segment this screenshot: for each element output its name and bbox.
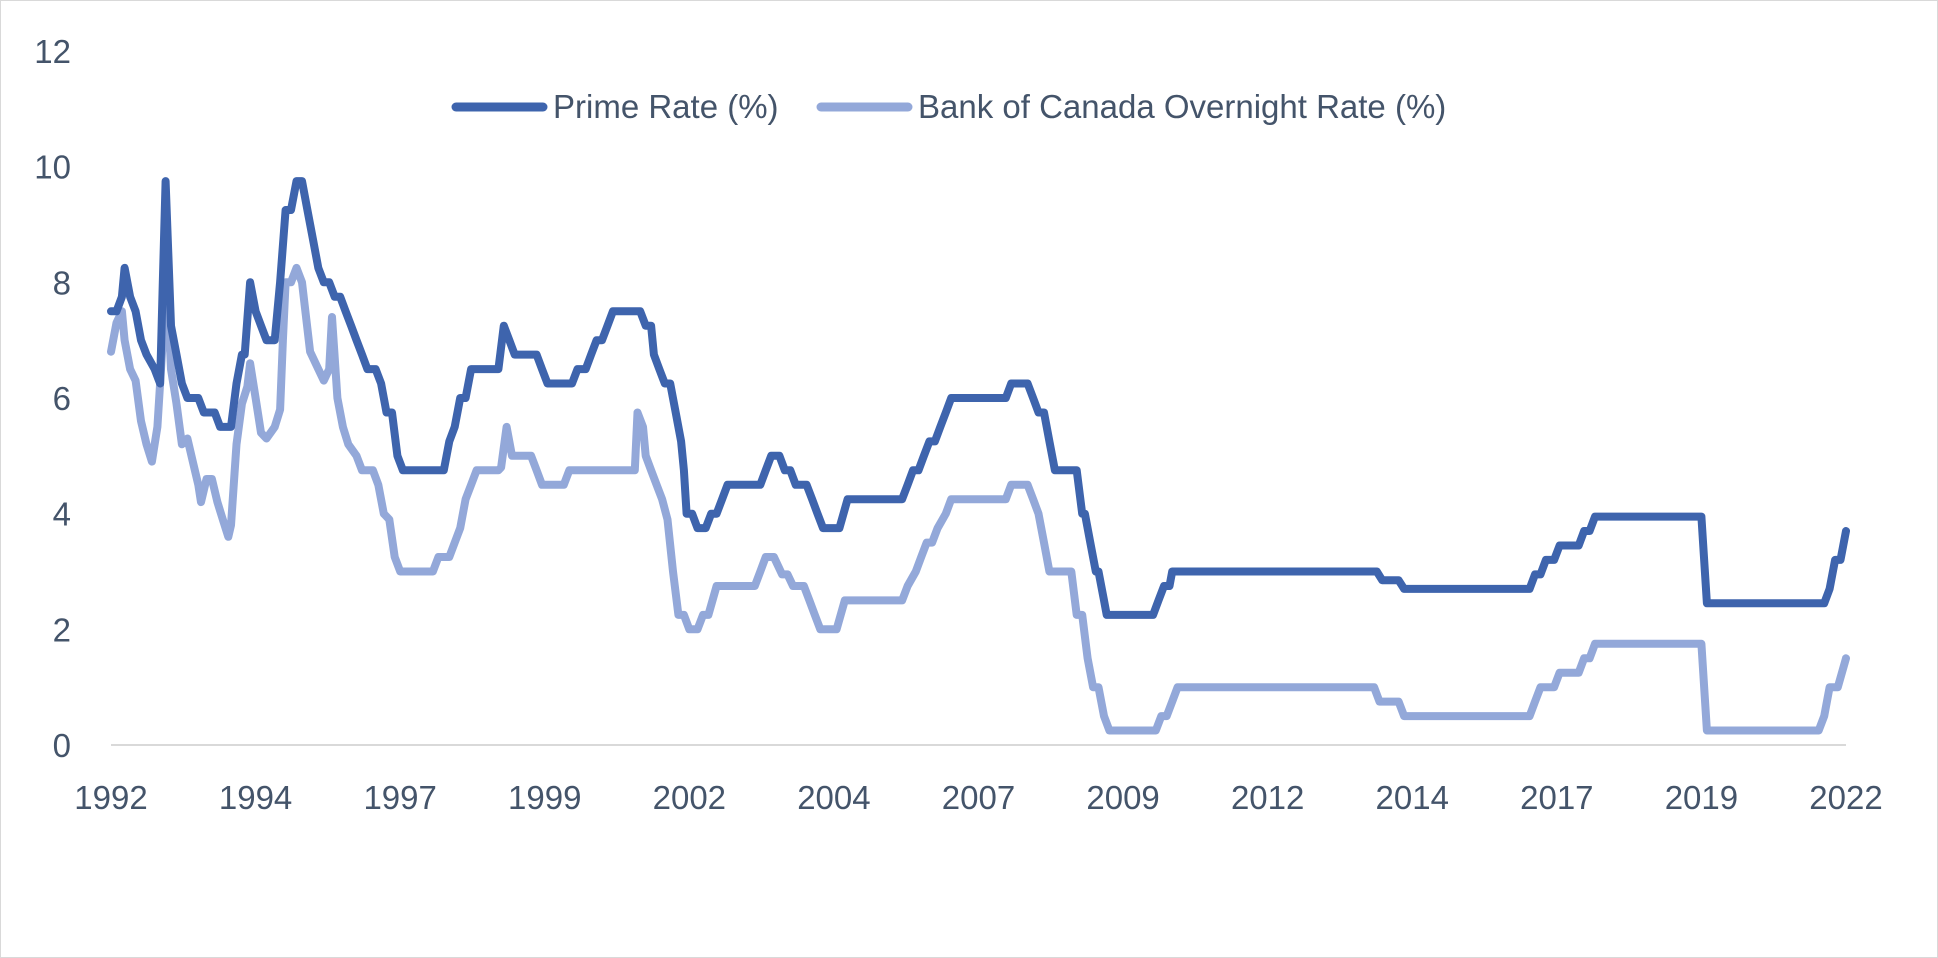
- x-tick-label: 2009: [1086, 779, 1159, 816]
- x-tick-label: 2007: [942, 779, 1015, 816]
- series-line-overnight-rate: [107, 243, 1850, 735]
- x-tick-label: 2014: [1376, 779, 1449, 816]
- y-tick-label: 6: [53, 380, 71, 417]
- series-line-prime-rate: [107, 177, 1850, 619]
- legend-label-overnight-rate: Bank of Canada Overnight Rate (%): [918, 88, 1446, 125]
- y-tick-label: 0: [53, 727, 71, 764]
- x-tick-label: 2004: [797, 779, 870, 816]
- y-tick-label: 2: [53, 611, 71, 648]
- y-tick-label: 12: [34, 33, 71, 70]
- x-tick-label: 2019: [1665, 779, 1738, 816]
- y-tick-label: 8: [53, 264, 71, 301]
- x-tick-label: 1997: [363, 779, 436, 816]
- y-tick-label: 10: [34, 149, 71, 186]
- legend-label-prime-rate: Prime Rate (%): [553, 88, 779, 125]
- series-layer: [107, 177, 1850, 735]
- legend: Prime Rate (%) Bank of Canada Overnight R…: [451, 88, 1446, 125]
- x-tick-label: 1992: [74, 779, 147, 816]
- x-tick-label: 1994: [219, 779, 292, 816]
- y-axis-ticks: 0 2 4 6 8 10 12: [34, 33, 71, 764]
- y-tick-label: 4: [53, 496, 71, 533]
- x-tick-label: 2022: [1809, 779, 1882, 816]
- x-tick-label: 1999: [508, 779, 581, 816]
- x-axis-ticks: 1992 1994 1997 1999 2002 2004 2007 2009 2012 2014…: [74, 779, 1882, 816]
- x-tick-label: 2002: [653, 779, 726, 816]
- x-tick-label: 2017: [1520, 779, 1593, 816]
- x-tick-label: 2012: [1231, 779, 1304, 816]
